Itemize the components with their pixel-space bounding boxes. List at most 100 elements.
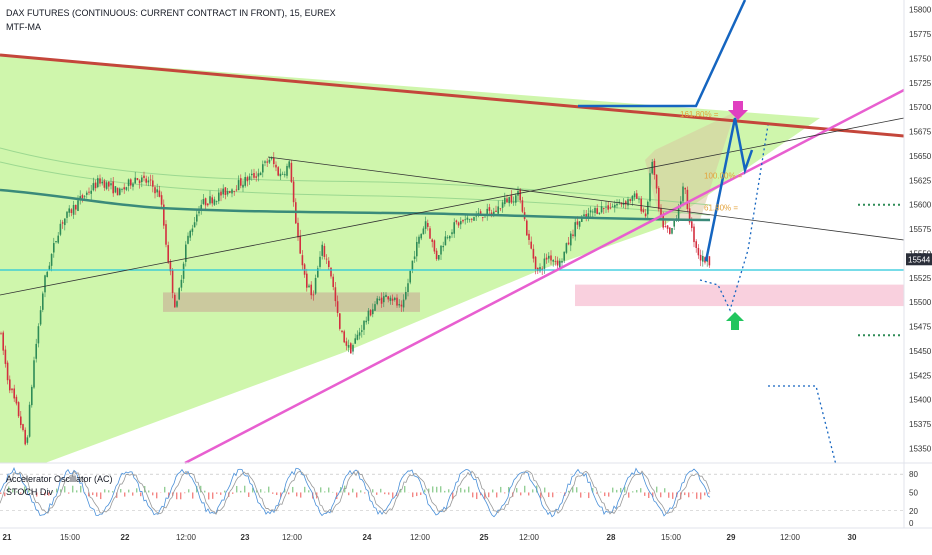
x-tick-label: 12:00: [410, 533, 431, 542]
y-tick-label: 15375: [909, 420, 932, 429]
candle-up: [31, 387, 33, 405]
candle-down: [205, 198, 207, 205]
candle-down: [350, 343, 352, 353]
candle-up: [616, 204, 618, 206]
candle-up: [119, 189, 121, 195]
ac-histogram-bar: [332, 492, 333, 493]
ac-histogram-bar: [220, 492, 221, 494]
candle-down: [24, 430, 26, 445]
ac-histogram-bar: [668, 492, 669, 497]
candle-up: [227, 191, 229, 194]
candle-down: [541, 269, 543, 270]
candle-up: [242, 185, 244, 188]
ac-histogram-bar: [152, 492, 153, 495]
ac-histogram-bar: [108, 490, 109, 492]
ac-histogram-bar: [632, 491, 633, 492]
candle-up: [464, 219, 466, 220]
ac-histogram-bar: [308, 490, 309, 492]
ac-histogram-bar: [424, 489, 425, 492]
ac-histogram-bar: [288, 492, 289, 494]
candle-up: [126, 187, 128, 190]
candle-down: [7, 363, 9, 381]
candle-up: [222, 189, 224, 195]
candle-down: [137, 178, 139, 180]
ac-histogram-bar: [180, 492, 181, 499]
ac-histogram-bar: [348, 492, 349, 495]
candle-up: [33, 360, 35, 387]
ac-histogram-bar: [300, 492, 301, 497]
candle-up: [308, 286, 310, 288]
y-tick-label: 15500: [909, 298, 932, 307]
y-tick-label: 15575: [909, 225, 932, 234]
ac-histogram-bar: [164, 487, 165, 493]
candle-down: [431, 240, 433, 242]
ac-histogram-bar: [356, 492, 357, 497]
candle-down: [684, 188, 686, 189]
ac-histogram-bar: [364, 492, 365, 493]
candle-up: [260, 173, 262, 175]
candle-up: [702, 256, 704, 262]
ac-histogram-bar: [684, 492, 685, 495]
ac-histogram-bar: [232, 492, 233, 493]
candle-up: [115, 186, 117, 192]
candle-down: [88, 192, 90, 193]
candle-up: [55, 241, 57, 242]
ac-histogram-bar: [588, 492, 589, 498]
candle-up: [269, 160, 271, 163]
candle-up: [390, 298, 392, 301]
ac-histogram-bar: [648, 492, 649, 498]
candle-down: [11, 389, 13, 390]
candle-up: [447, 237, 449, 238]
candle-up: [185, 245, 187, 262]
ac-histogram-bar: [688, 492, 689, 497]
candle-up: [86, 193, 88, 195]
candle-down: [603, 208, 605, 209]
ac-histogram-bar: [128, 490, 129, 493]
candle-down: [665, 226, 667, 227]
y-tick-label: 15800: [909, 6, 932, 15]
candle-down: [139, 180, 141, 183]
candle-down: [662, 215, 664, 228]
candle-up: [638, 199, 640, 200]
osc-y-tick-label: 0: [909, 519, 914, 528]
ac-histogram-bar: [488, 492, 489, 497]
candle-down: [667, 225, 669, 228]
ac-histogram-bar: [616, 490, 617, 493]
candle-down: [392, 299, 394, 301]
y-tick-label: 15425: [909, 371, 932, 380]
candle-down: [328, 261, 330, 267]
candle-up: [176, 301, 178, 306]
ac-histogram-bar: [260, 489, 261, 492]
candle-up: [262, 164, 264, 172]
candle-up: [148, 180, 150, 182]
candle-up: [38, 326, 40, 343]
candle-down: [174, 295, 176, 308]
ac-histogram-bar: [272, 492, 273, 493]
candle-down: [550, 255, 552, 260]
candle-up: [156, 189, 158, 192]
candle-up: [97, 178, 99, 187]
candle-down: [145, 179, 147, 183]
candle-down: [337, 301, 339, 313]
candle-up: [632, 196, 634, 201]
oscillator-label: Accelerator Oscillator (AC): [6, 474, 113, 484]
candle-down: [687, 190, 689, 209]
candle-down: [313, 294, 315, 295]
candle-down: [709, 256, 711, 265]
candle-down: [306, 274, 308, 288]
ac-histogram-bar: [524, 486, 525, 493]
ac-histogram-bar: [124, 492, 125, 496]
candle-down: [207, 204, 209, 206]
candle-down: [381, 298, 383, 304]
candle-up: [284, 174, 286, 175]
ac-histogram-bar: [136, 488, 137, 492]
candle-up: [671, 228, 673, 234]
candle-up: [183, 264, 185, 279]
candle-down: [332, 277, 334, 287]
ac-histogram-bar: [604, 492, 605, 496]
ac-histogram-bar: [448, 489, 449, 492]
candle-up: [57, 236, 59, 243]
candle-down: [165, 224, 167, 245]
candle-up: [634, 193, 636, 197]
